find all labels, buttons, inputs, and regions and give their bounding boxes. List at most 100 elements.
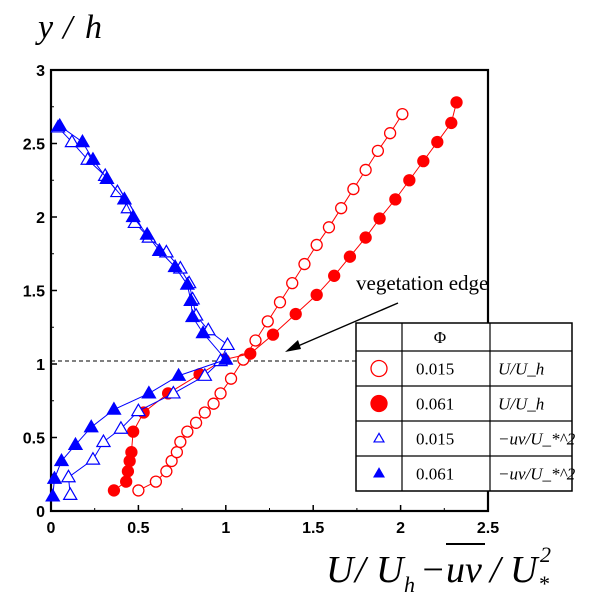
y-tick-label: 0.5 bbox=[23, 431, 45, 448]
series-3 bbox=[50, 119, 236, 500]
data-point bbox=[120, 475, 133, 488]
data-point bbox=[322, 221, 336, 234]
svg-text:h: h bbox=[85, 9, 102, 46]
data-point bbox=[181, 425, 194, 438]
data-point bbox=[83, 419, 99, 433]
data-point bbox=[286, 276, 299, 290]
data-point bbox=[197, 367, 213, 381]
data-point bbox=[195, 325, 211, 339]
legend-quantity: −uv/U_*^2 bbox=[498, 465, 576, 484]
svg-text:/: / bbox=[488, 549, 504, 591]
data-point bbox=[218, 351, 234, 365]
data-point bbox=[165, 454, 178, 468]
data-point bbox=[310, 288, 323, 302]
svg-text:U: U bbox=[376, 549, 406, 591]
y-tick-label: 3 bbox=[36, 63, 45, 80]
legend-table: Φ 0.015 U/U_h 0.061 U/U_h 0.015 −uv/U_*^2 0.061… bbox=[355, 322, 576, 492]
data-point bbox=[116, 191, 133, 205]
data-point bbox=[207, 397, 220, 410]
svg-text:−: − bbox=[420, 549, 446, 591]
legend-marker bbox=[370, 394, 388, 413]
series-4 bbox=[45, 117, 234, 502]
series-line bbox=[57, 126, 229, 495]
data-point bbox=[46, 470, 63, 484]
legend-quantity: −uv/U_*^2 bbox=[498, 430, 576, 449]
y-tick-label: 2 bbox=[36, 210, 45, 227]
data-point bbox=[85, 151, 101, 165]
data-point bbox=[64, 133, 80, 148]
data-point bbox=[396, 107, 409, 121]
data-point bbox=[52, 117, 68, 132]
data-point bbox=[151, 242, 168, 256]
svg-text:*: * bbox=[538, 571, 549, 593]
data-point bbox=[445, 116, 458, 130]
svg-text:/: / bbox=[353, 549, 369, 591]
legend-phi: 0.015 bbox=[416, 360, 454, 379]
x-tick-label: 2.5 bbox=[477, 520, 499, 537]
data-point bbox=[450, 96, 463, 109]
vegetation-edge-annotation: vegetation edge bbox=[285, 271, 488, 352]
data-point bbox=[266, 328, 280, 341]
data-point bbox=[85, 451, 101, 465]
legend-phi: 0.061 bbox=[416, 395, 454, 414]
data-point bbox=[359, 163, 372, 177]
data-point bbox=[99, 170, 115, 184]
y-tick-label: 0 bbox=[36, 504, 45, 521]
series-line bbox=[52, 125, 227, 497]
data-point bbox=[183, 292, 199, 306]
y-tick-label: 1.5 bbox=[23, 284, 45, 301]
data-point bbox=[219, 336, 236, 351]
data-point bbox=[328, 269, 341, 282]
data-point bbox=[170, 446, 184, 459]
data-point bbox=[125, 446, 138, 459]
data-point bbox=[261, 315, 274, 328]
data-point bbox=[141, 385, 157, 399]
data-point bbox=[244, 347, 257, 360]
data-point bbox=[160, 465, 173, 478]
data-point bbox=[417, 154, 430, 168]
data-point bbox=[383, 127, 397, 140]
data-series bbox=[45, 96, 463, 502]
data-point bbox=[121, 465, 135, 478]
legend-quantity: U/U_h bbox=[498, 395, 544, 414]
data-point bbox=[125, 208, 141, 223]
data-point bbox=[289, 307, 302, 321]
data-point bbox=[347, 182, 360, 196]
annotation-text: vegetation edge bbox=[356, 271, 488, 295]
data-point bbox=[298, 257, 311, 271]
annotation-arrowhead bbox=[285, 340, 301, 352]
data-point bbox=[95, 433, 112, 448]
legend-marker bbox=[373, 432, 385, 443]
data-point bbox=[74, 133, 91, 148]
data-point bbox=[310, 238, 323, 252]
y-tick-label: 1 bbox=[36, 357, 45, 374]
data-point bbox=[371, 144, 385, 158]
legend-header: Φ bbox=[434, 328, 446, 347]
data-point bbox=[132, 484, 145, 497]
data-point bbox=[198, 406, 211, 419]
data-point bbox=[107, 484, 121, 497]
legend-marker bbox=[370, 359, 388, 378]
svg-text:h: h bbox=[404, 572, 415, 593]
data-point bbox=[67, 436, 84, 451]
legend-marker bbox=[373, 467, 385, 478]
x-tick-label: 2 bbox=[396, 520, 405, 537]
data-point bbox=[214, 387, 227, 400]
x-tick-label: 0.5 bbox=[127, 520, 149, 537]
data-point bbox=[373, 212, 386, 225]
data-point bbox=[62, 486, 78, 500]
data-point bbox=[167, 258, 183, 273]
data-point bbox=[431, 135, 444, 149]
svg-text:/: / bbox=[61, 9, 76, 46]
data-point bbox=[60, 469, 77, 483]
x-tick-label: 1 bbox=[221, 520, 230, 537]
svg-text:U: U bbox=[326, 549, 356, 591]
data-point bbox=[149, 475, 163, 488]
data-point bbox=[106, 401, 122, 415]
svg-text:U: U bbox=[510, 549, 540, 591]
data-point bbox=[189, 416, 203, 429]
legend-phi: 0.015 bbox=[416, 430, 454, 449]
data-point bbox=[139, 226, 155, 240]
legend-phi: 0.061 bbox=[416, 465, 454, 484]
